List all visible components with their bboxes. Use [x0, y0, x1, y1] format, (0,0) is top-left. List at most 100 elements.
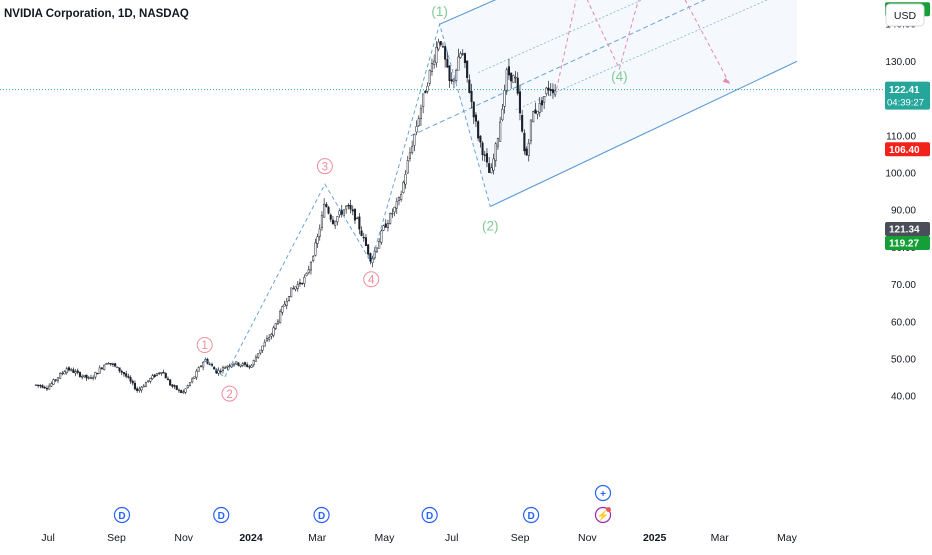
candle-body-down — [331, 219, 335, 225]
candle-body-down — [472, 101, 475, 118]
add-event-icon[interactable] — [594, 484, 612, 502]
candle-body-up — [543, 96, 546, 103]
candle-body-up — [248, 366, 251, 368]
candle-body-up — [408, 152, 412, 159]
candle-body-down — [351, 209, 354, 212]
candle — [259, 349, 262, 355]
tag-last-price-text: 122.41 — [889, 85, 920, 96]
candle-body-down — [164, 373, 167, 379]
candle — [402, 180, 405, 194]
currency-button[interactable]: USD — [885, 3, 925, 27]
candle — [140, 385, 143, 393]
candle — [127, 373, 130, 379]
dividend-icon[interactable] — [313, 506, 330, 524]
candle-body-up — [323, 203, 326, 218]
candle — [199, 365, 203, 368]
candle — [248, 364, 251, 370]
candle — [65, 366, 68, 375]
candle — [166, 376, 170, 381]
candle-body-down — [510, 72, 513, 82]
candle-body-up — [177, 389, 181, 392]
candle — [334, 220, 337, 230]
candle — [437, 38, 440, 52]
candle — [452, 78, 456, 89]
candle-body-up — [160, 371, 163, 374]
candle-body-up — [512, 75, 515, 83]
candle — [144, 381, 148, 387]
projection-wave-path[interactable] — [556, 0, 731, 90]
pitchfork-channel[interactable] — [410, 0, 798, 207]
candle — [384, 219, 387, 228]
candle-body-down — [516, 77, 519, 94]
price-axis[interactable]: 40.0050.0060.0070.0080.0090.00100.00110.… — [885, 0, 916, 403]
dividend-icon[interactable] — [213, 506, 230, 524]
candle — [529, 119, 533, 145]
tag-last-price-bg — [885, 81, 930, 110]
candle-body-up — [382, 225, 385, 231]
event-markers[interactable]: D D D D D + ⚡ — [113, 484, 612, 524]
candle-body-down — [325, 204, 328, 207]
candle-body-up — [235, 361, 238, 365]
dividend-icon[interactable] — [421, 506, 438, 524]
wave-label-impulse-4: 4 — [363, 271, 380, 288]
dividend-icon[interactable] — [523, 506, 540, 524]
candle-body-down — [518, 91, 522, 114]
candle-body-down — [483, 154, 486, 156]
candle — [422, 93, 425, 114]
candle — [107, 361, 110, 365]
add-event-marker[interactable]: + — [594, 484, 612, 502]
candle — [149, 377, 152, 384]
earnings-icon[interactable] — [594, 506, 612, 524]
candle — [545, 86, 548, 96]
candle-body-down — [133, 382, 137, 390]
candle — [254, 354, 258, 362]
candle-body-up — [395, 201, 398, 209]
candle-body-up — [536, 110, 539, 115]
candle-body-down — [347, 204, 350, 207]
time-axis-label: May — [375, 532, 396, 544]
channel-line-median[interactable] — [410, 0, 797, 137]
dividend-marker[interactable]: D — [313, 506, 330, 524]
event-marker-label: D — [527, 511, 534, 522]
earnings-marker[interactable]: ⚡ — [594, 506, 612, 524]
dividend-marker[interactable]: D — [113, 506, 131, 524]
candle — [314, 238, 317, 257]
minor-wave-path[interactable] — [370, 22, 491, 263]
candle — [67, 366, 71, 372]
candle-body-down — [67, 367, 71, 371]
channel-line-lower[interactable] — [490, 60, 798, 207]
candle-body-up — [89, 377, 93, 379]
candle — [380, 228, 383, 245]
candle — [373, 247, 376, 260]
wave-label-text: 2 — [226, 389, 232, 401]
candle — [274, 323, 277, 331]
candle — [129, 375, 132, 384]
dividend-marker[interactable]: D — [523, 506, 540, 524]
candle — [118, 367, 121, 373]
candle — [120, 369, 123, 376]
candle — [298, 278, 302, 287]
candle — [276, 319, 280, 325]
candle — [142, 384, 145, 388]
dividend-marker[interactable]: D — [213, 506, 230, 524]
candle — [116, 366, 119, 369]
wave-lines[interactable] — [204, 0, 731, 379]
dividend-marker[interactable]: D — [421, 506, 438, 524]
candle-body-up — [334, 220, 337, 226]
candle-body-down — [477, 121, 480, 139]
impulse-wave-path[interactable] — [204, 183, 372, 379]
candle — [479, 135, 482, 148]
wave-labels: 12345(1)(2)(3)(4)(5) — [196, 4, 628, 402]
candle — [243, 361, 247, 367]
channel-line-inner-lower[interactable] — [515, 0, 797, 111]
dividend-icon[interactable] — [113, 506, 131, 524]
candle — [133, 380, 137, 391]
candle-body-up — [338, 210, 341, 216]
candle — [85, 374, 88, 382]
candle — [257, 353, 260, 359]
candle — [532, 110, 535, 123]
time-axis[interactable]: Jul Sep Nov 2024 Mar May Jul Sep Nov 2025 Mar May — [41, 532, 797, 544]
candle — [252, 359, 255, 368]
